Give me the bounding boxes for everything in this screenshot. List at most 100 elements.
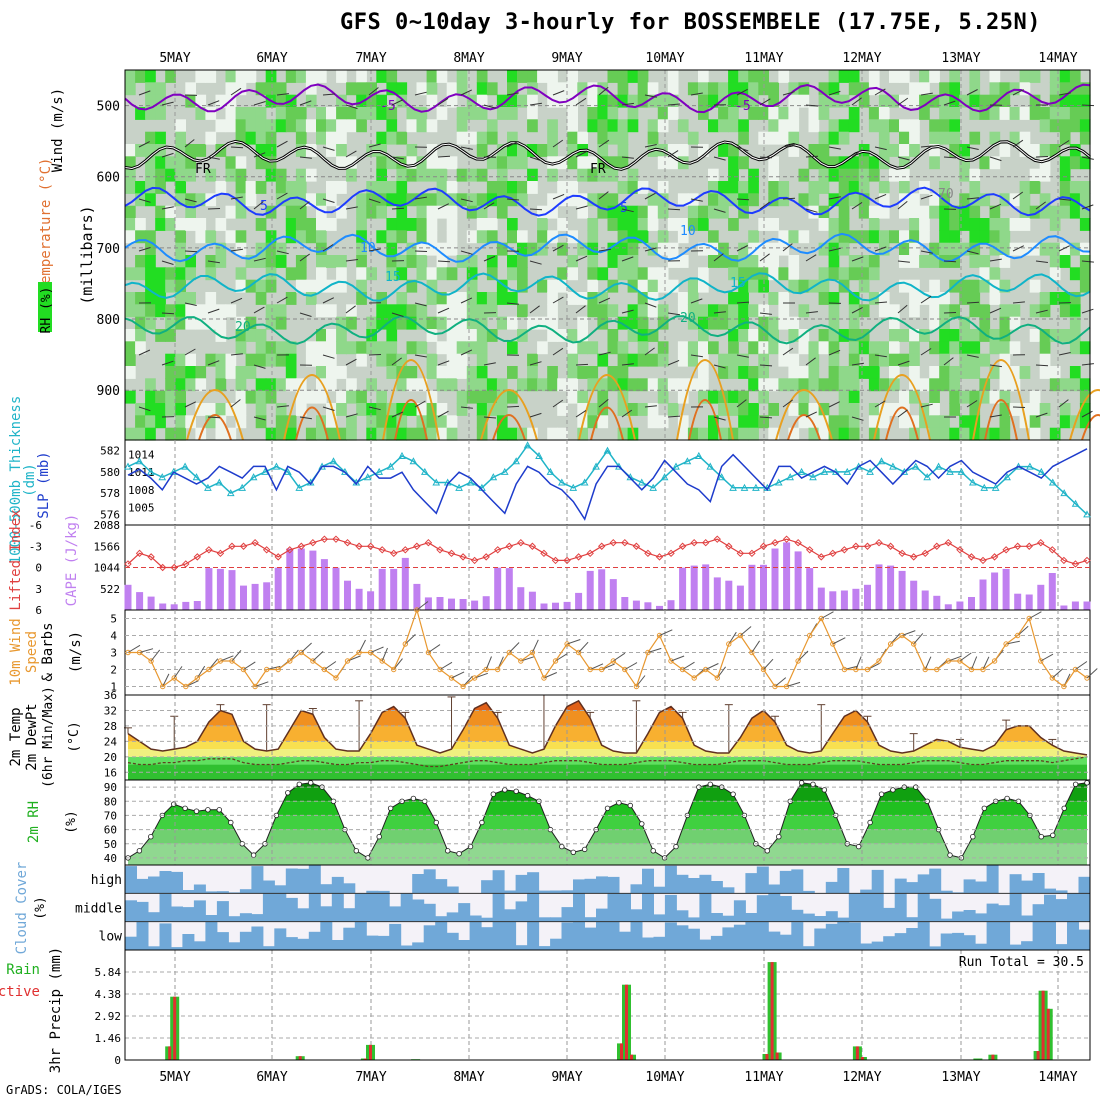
rh-cell [708,242,719,256]
li-line [127,538,1088,569]
rh-cell [265,70,277,83]
rh-cell [1029,403,1041,416]
rh-cell [848,403,860,416]
rh-cell [768,181,779,194]
rh-cell [1029,107,1041,120]
bottom-day-label-7MAY: 7MAY [355,1070,386,1085]
rh-cell [386,304,398,318]
rh-cell [456,390,468,404]
rh-cell [366,378,377,392]
rh-cell [959,279,970,293]
rh-cell [537,378,548,392]
rh-cell [848,316,860,330]
rh-cell [426,292,438,305]
rh-cell [517,70,528,83]
wind-barb [184,401,197,408]
rh-cell [507,316,518,330]
rh-point [582,846,588,853]
rh-cell [748,230,759,244]
wind-barb-10m [751,640,761,653]
rh-cell [567,267,578,281]
rh-cell [1069,144,1081,157]
rh-cell [527,94,538,108]
thickness-point [660,473,669,481]
rh-cell [848,341,860,355]
cloud-cover-bar [1009,874,1022,894]
rh-cell [245,316,257,330]
rh-cell [165,218,176,231]
wind-barb-10m [971,656,978,670]
rh-cell [919,255,930,268]
rh-cell [235,230,247,244]
rh-cell [527,70,538,83]
rh-point [445,848,451,854]
rh-cell [205,70,217,83]
rh-cell [949,329,960,342]
rh-cell [597,119,609,133]
top-day-label-13MAY: 13MAY [941,51,980,66]
rh-cell [1039,329,1051,342]
rh-cell [235,415,247,429]
rh-cell [949,218,960,231]
rh-cell [155,168,166,182]
rh-cell [356,205,367,219]
cloud-cover-bar [481,927,494,950]
rh-cell [165,403,176,416]
cloud-cover-bar [171,871,183,894]
wind-barb [184,302,197,306]
rh-cell [285,193,297,207]
wind-barb [437,260,451,263]
wind-speed-point [1061,683,1067,690]
rh-cell [1019,144,1031,157]
rh-cell [356,230,367,244]
cape-bar [736,585,744,610]
rh-cell [245,255,257,268]
rh-cell [607,378,619,392]
rh-cell [406,279,418,293]
wind-barb [575,205,588,210]
cloud-cover-bar [940,933,953,950]
cloud-cover-bar [377,890,390,894]
isotherm-30 [787,414,821,441]
cape-bar [852,588,860,610]
wind-barb-10m [474,672,488,679]
cloud-cover-bar [228,942,241,950]
rh-cell [848,415,860,429]
wind-barb [368,143,381,148]
rh-cell [456,316,468,330]
rh-cell [135,230,146,244]
rh-cell [637,353,649,367]
wind-barb [161,152,174,158]
rh-cell [647,329,659,342]
rh-cell [275,427,287,441]
rh-cell [728,107,739,120]
rh-cell [316,415,327,429]
cape-bar [170,604,178,610]
isotherm-15 [124,272,1091,302]
rh-cell [577,390,588,404]
wind-barb [874,246,887,252]
cape-bar [471,600,479,610]
rh-cell [416,230,428,244]
wind-barb [529,208,543,211]
wind-barb [598,351,611,356]
rh-cell [748,242,759,256]
thickness-point [500,467,509,475]
rh-cell [336,329,347,342]
rh-cell [939,131,950,145]
rh-cell [858,267,870,281]
rh-cell [587,378,599,392]
rh-cell [607,304,619,318]
cloud-cover-bar [642,868,654,894]
rh-cell [366,107,377,120]
rh-cell [336,144,347,157]
rh-cell [125,144,136,157]
wind-barb-10m [439,661,453,670]
rh-cell [889,366,900,379]
rh-cell [145,144,156,157]
wind-speed-point [575,649,582,656]
wind-barb [920,145,933,148]
rh-cell [396,304,408,318]
wind-barb-10m [231,649,242,662]
rh-cell [1049,366,1061,379]
